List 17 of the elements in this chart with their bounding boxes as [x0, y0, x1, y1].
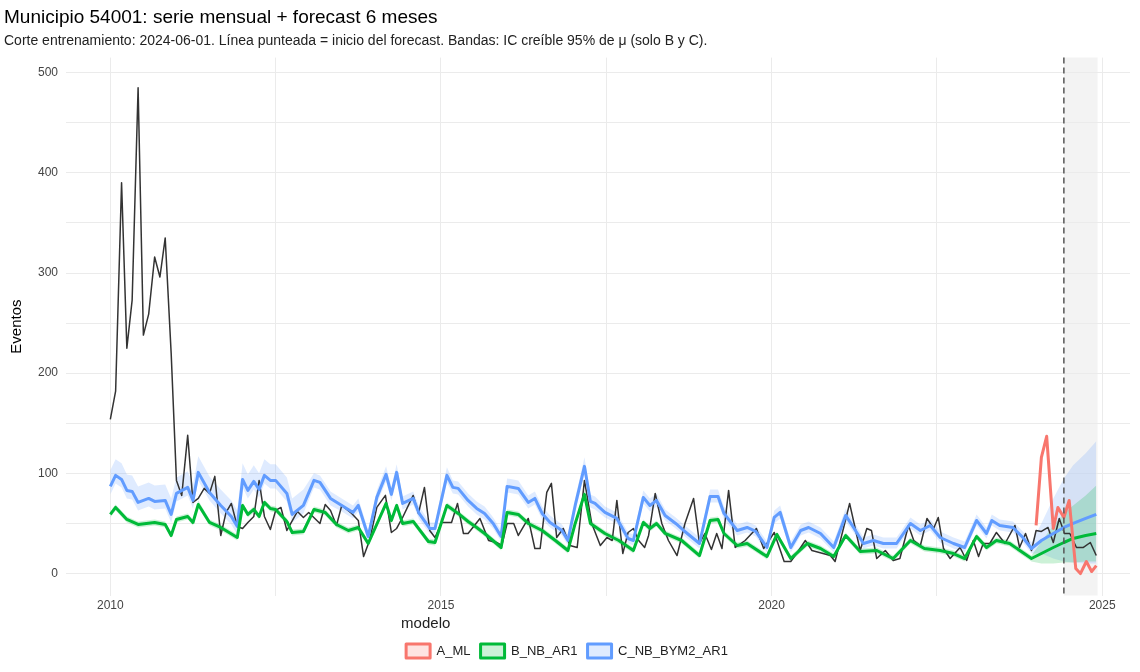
y-axis-title: Eventos: [7, 299, 25, 354]
y-tick-label: 200: [37, 365, 59, 380]
legend-label: C_NB_BYM2_AR1: [618, 642, 728, 658]
x-tick-label: 2015: [427, 598, 455, 613]
x-tick-label: 2025: [1088, 598, 1116, 613]
legend-label: B_NB_AR1: [511, 642, 578, 658]
y-tick-label: 500: [37, 64, 59, 79]
y-tick-label: 100: [37, 465, 59, 480]
legend-label: A_ML: [436, 642, 471, 658]
y-tick-label: 300: [37, 265, 59, 280]
legend-title: modelo: [401, 613, 451, 631]
x-tick-label: 2020: [758, 598, 786, 613]
chart-title: Municipio 54001: serie mensual + forecast 6 meses: [4, 5, 438, 27]
y-tick-label: 400: [37, 165, 59, 180]
chart-subtitle: Corte entrenamiento: 2024-06-01. Línea punteada = inicio del forecast. Bandas: IC creíble 95% de μ (solo B y C).: [4, 32, 708, 49]
y-tick-label: 0: [51, 565, 59, 580]
x-tick-label: 2010: [96, 598, 124, 613]
